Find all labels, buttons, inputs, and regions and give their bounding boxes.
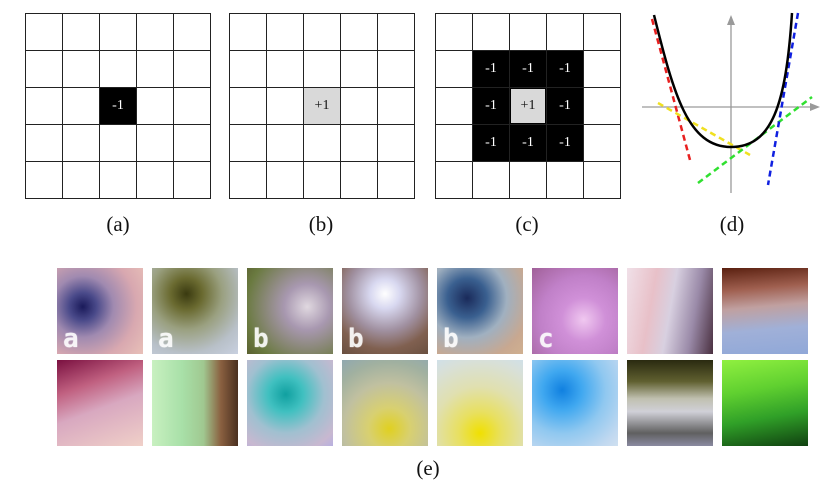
patch-label: a [158, 324, 174, 354]
y-axis-arrow [727, 15, 735, 25]
surround-cell: -1 [546, 50, 584, 88]
surround-cell: -1 [546, 87, 584, 125]
tangent-line-red [650, 18, 692, 161]
patch-label: a [63, 324, 79, 354]
image-patch: c [532, 268, 618, 354]
tangent-line-yellow [657, 101, 751, 157]
image-patch [57, 360, 143, 446]
image-patch [627, 360, 713, 446]
x-axis-arrow [810, 103, 820, 111]
caption-d: (d) [719, 212, 745, 236]
center-cell: -1 [99, 87, 137, 125]
image-patch: b [342, 268, 428, 354]
image-patch: b [437, 268, 523, 354]
surround-cell: -1 [472, 50, 510, 88]
surround-cell: -1 [472, 124, 510, 162]
curve-diagram [642, 12, 820, 193]
surround-cell: -1 [472, 87, 510, 125]
image-patch [532, 360, 618, 446]
center-cell: +1 [303, 87, 341, 125]
grid-b: +1 [229, 13, 415, 199]
image-patch [722, 360, 808, 446]
image-patch: b [247, 268, 333, 354]
grid-a: -1 [25, 13, 211, 199]
surround-cell: -1 [509, 50, 547, 88]
caption-b: (b) [308, 212, 334, 236]
curve [652, 12, 794, 149]
surround-cell: -1 [509, 124, 547, 162]
image-patch [342, 360, 428, 446]
patch-label: b [348, 324, 364, 354]
patch-label: b [443, 324, 459, 354]
image-patch [627, 268, 713, 354]
center-cell: +1 [509, 87, 547, 125]
patch-label: c [538, 324, 554, 354]
image-patch [437, 360, 523, 446]
caption-e: (e) [416, 456, 440, 480]
caption-c: (c) [515, 212, 539, 236]
tangent-line-blue [766, 12, 800, 186]
image-patch [152, 360, 238, 446]
image-patch [722, 268, 808, 354]
image-patch: a [57, 268, 143, 354]
surround-cell: -1 [546, 124, 584, 162]
caption-a: (a) [106, 212, 130, 236]
image-patch: a [152, 268, 238, 354]
grid-c: -1 -1 -1 -1 +1 -1 -1 -1 -1 [435, 13, 621, 199]
patch-label: b [253, 324, 269, 354]
image-patch [247, 360, 333, 446]
